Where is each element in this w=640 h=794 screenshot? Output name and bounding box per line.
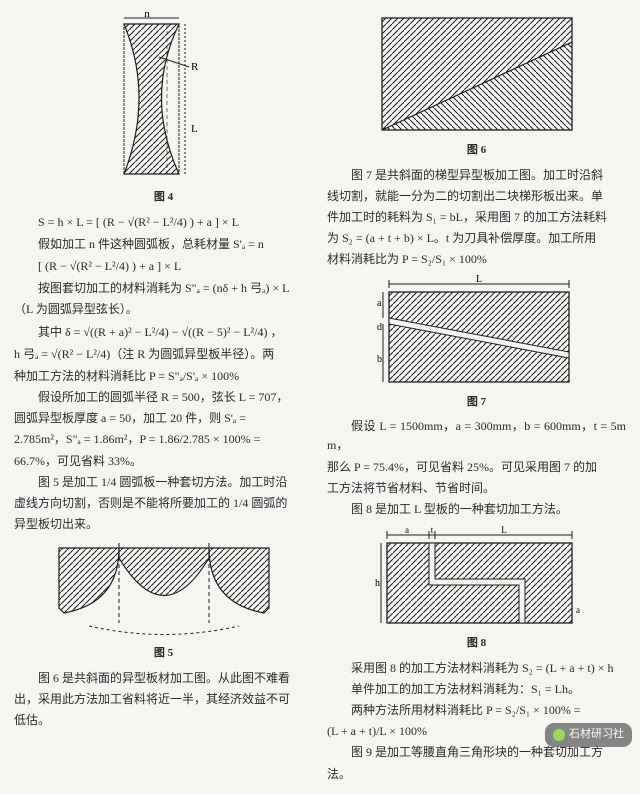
text-fig8-s1: 单件加工的加工方法材料消耗为：S₁ = Lh。 [327, 680, 626, 699]
formula-s: S = h × L = [ (R − √(R² − L²/4) ) + a ] … [14, 213, 313, 232]
fig8-caption: 图 8 [327, 635, 626, 653]
text-fig5-intro3: 异型板切出来。 [14, 515, 313, 534]
fig8-label-t: t [431, 525, 434, 535]
formula-h: h 弓ₐ = √(R² − L²/4)（注 R 为圆弧异型板半径）。两 [14, 345, 313, 364]
watermark-icon [553, 729, 565, 741]
left-column: R h L 图 4 S = h × L = [ (R − √(R² − L²/4… [14, 8, 313, 786]
text-fig7-2: 线切割，就能一分为二的切割出二块梯形板出来。单 [327, 187, 626, 206]
text-fig7-5: 材料消耗比为 P = S₂/S₁ × 100% [327, 250, 626, 269]
figure-5: 图 5 [14, 538, 313, 663]
text-example-p: 66.7%，可见省料 33%。 [14, 452, 313, 471]
text-fig6-intro2: 出，采用此方法加工省料将近一半，其经济效益不可 [14, 690, 313, 709]
fig8-label-L: L [501, 525, 507, 535]
fig7-caption: 图 7 [327, 394, 626, 412]
text-fig5-intro2: 虚线方向切割，否则是不能将所要加工的 1/4 圆弧的 [14, 494, 313, 513]
formula-2: [ (R − √(R² − L²/4) ) + a ] × L [14, 257, 313, 276]
text-fig6-intro3: 低估。 [14, 711, 313, 730]
fig4-label-L: L [191, 123, 198, 135]
text-assume-n: 假如加工 n 件这种圆弧板，总耗材量 S'ₐ = n [14, 235, 313, 254]
fig4-label-R: R [191, 61, 199, 73]
fig8-label-a: a [405, 525, 409, 535]
right-column: 图 6 图 7 是共斜面的梯型异型板加工图。加工时沿斜 线切割，就能一分为二的切… [327, 8, 626, 786]
text-ratio: 种加工方法的材料消耗比 P = S"ₐ/S'ₐ × 100% [14, 367, 313, 386]
formula-delta: 其中 δ = √((R + a)² − L²/4) − √((R − 5)² −… [14, 323, 313, 342]
fig7-label-b: b [377, 354, 382, 365]
fig8-label-a2: a [576, 605, 580, 615]
fig4-label-h: h [144, 12, 150, 20]
text-example-s: 2.785m²，S"ₐ = 1.86m²，P = 1.86/2.785 × 10… [14, 430, 313, 449]
fig8-label-h: h [375, 578, 380, 589]
text-fig8-p: 两种方法所用材料消耗比 P = S₂/S₁ × 100% = [327, 701, 626, 720]
fig6-svg [374, 12, 579, 140]
figure-4: R h L 图 4 [14, 12, 313, 207]
fig6-caption: 图 6 [327, 142, 626, 160]
text-then-p: 那么 P = 75.4%，可见省料 25%。可见采用图 7 的加 [327, 458, 626, 477]
text-example-r: 假设所加工的圆弧半径 R = 500，弦长 L = 707， [14, 388, 313, 407]
text-fig5-intro: 图 5 是加工 1/4 圆弧板一种套切方法。加工时沿 [14, 473, 313, 492]
fig7-label-d: d [377, 322, 382, 333]
text-fig7-3: 件加工时的耗料为 S₁ = bL，采用图 7 的加工方法耗料 [327, 208, 626, 227]
figure-8: a t L h a 图 8 [327, 523, 626, 653]
text-fig8-intro: 图 8 是加工 L 型板的一种套切加工方法。 [327, 500, 626, 519]
text-fig8-s2: 采用图 8 的加工方法材料消耗为 S₂ = (L + a + t) × h [327, 659, 626, 678]
figure-7: L a d b 图 7 [327, 274, 626, 412]
watermark-text: 石材研习社 [569, 726, 624, 744]
fig7-label-L: L [476, 274, 482, 285]
fig7-label-a: a [377, 298, 382, 309]
fig8-svg: a t L h a [369, 523, 584, 633]
fig7-svg: L a d b [369, 274, 584, 392]
text-save-time: 工方法将节省材料、节省时间。 [327, 479, 626, 498]
page-layout: R h L 图 4 S = h × L = [ (R − √(R² − L²/4… [0, 0, 640, 794]
text-fig7-intro: 图 7 是共斜面的梯型异型板加工图。加工时沿斜 [327, 166, 626, 185]
watermark-badge: 石材研习社 [545, 723, 632, 747]
text-chord: （L 为圆弧异型弦长）。 [14, 300, 313, 319]
figure-6: 图 6 [327, 12, 626, 160]
text-fig6-intro: 图 6 是共斜面的异型板材加工图。从此图不难看 [14, 669, 313, 688]
text-nest-cut: 按图套切加工的材料消耗为 S"ₐ = (nδ + h 弓ₐ) × L [14, 279, 313, 298]
text-suppose: 假设 L = 1500mm，a = 300mm，b = 600mm，t = 5m… [327, 417, 626, 455]
fig4-caption: 图 4 [14, 189, 313, 207]
fig5-svg [49, 538, 279, 643]
text-fig7-4: 为 S₂ = (a + t + b) × L。t 为刀具补偿厚度。加工所用 [327, 229, 626, 248]
text-example-a: 圆弧异型板厚度 a = 50，加工 20 件，则 S'ₐ = [14, 409, 313, 428]
fig5-caption: 图 5 [14, 645, 313, 663]
text-fig9-intro2: 法。 [327, 765, 626, 784]
fig4-svg: R h L [99, 12, 229, 187]
